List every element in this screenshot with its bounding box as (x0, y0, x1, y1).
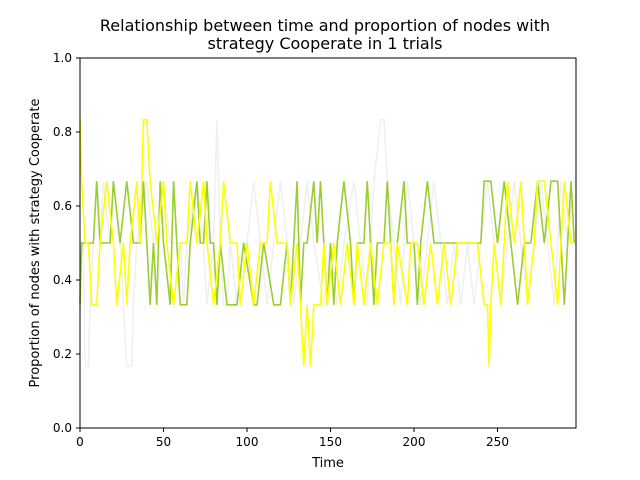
chart-title-line-1: Relationship between time and proportion… (100, 16, 550, 35)
y-tick-label-4: 0.8 (53, 125, 72, 139)
plot-frame (79, 57, 577, 429)
series-line-2 (79, 118, 575, 367)
y-tick-label-2: 0.4 (53, 273, 72, 287)
y-axis-label: Proportion of nodes with strategy Cooper… (28, 99, 43, 388)
series-line-1 (79, 180, 576, 306)
y-tick-label-1: 0.2 (53, 347, 72, 361)
ticks-layer: 0 50 100 150 200 250 0.0 0.2 0.4 0.6 0.8 1.0 (53, 51, 509, 449)
y-tick-label-5: 1.0 (53, 51, 72, 65)
x-tick-label-2: 100 (236, 435, 259, 449)
x-tick-label-1: 50 (156, 435, 171, 449)
x-tick-label-5: 250 (486, 435, 509, 449)
x-tick-label-0: 0 (76, 435, 84, 449)
series-layer (79, 118, 576, 368)
x-axis-label: Time (311, 456, 344, 471)
y-tick-label-0: 0.0 (53, 421, 72, 435)
y-tick-label-3: 0.6 (53, 199, 72, 213)
chart-title-line-2: strategy Cooperate in 1 trials (208, 34, 443, 53)
x-tick-label-3: 150 (319, 435, 342, 449)
x-tick-label-4: 200 (403, 435, 426, 449)
